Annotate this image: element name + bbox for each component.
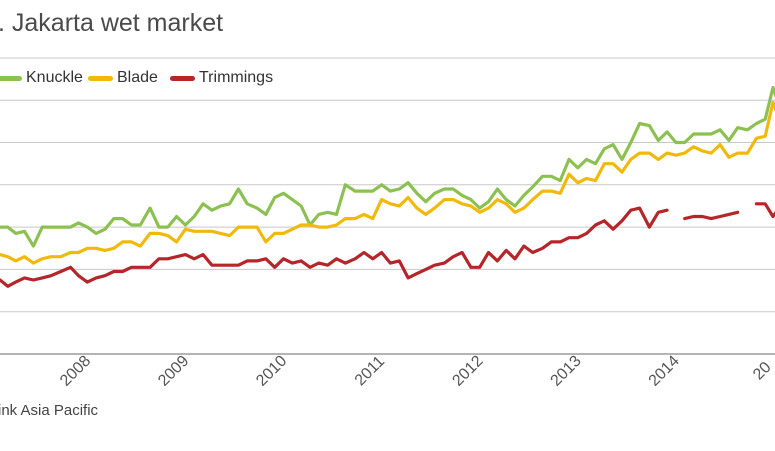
x-tick-labels: 2008 2009 2010 2011 2012 2013 2014 20: [57, 352, 775, 389]
legend-label-trimmings: Trimmings: [199, 69, 274, 86]
gridlines: [0, 57, 775, 313]
series-lines: [0, 85, 775, 288]
x-tick-label: 2011: [352, 353, 388, 389]
legend-item-blade: Blade: [88, 69, 158, 87]
x-tick-label: 20: [750, 359, 775, 384]
chart-title: . Jakarta wet market: [0, 9, 224, 37]
series-line-blade: [0, 100, 775, 265]
legend-swatch-blade: [88, 75, 113, 81]
x-tick-label: 2013: [548, 352, 585, 389]
legend-label-blade: Blade: [117, 69, 158, 86]
source-note: ink Asia Pacific: [0, 402, 99, 419]
series-line-trimmings: [0, 202, 775, 288]
legend-item-trimmings: Trimmings: [170, 69, 273, 87]
legend-swatch-trimmings: [170, 75, 195, 81]
x-tick-label: 2008: [57, 352, 94, 389]
x-tick-label: 2010: [253, 352, 290, 389]
legend-swatch-knuckle: [0, 75, 22, 81]
x-tick-label: 2014: [646, 352, 683, 389]
series-line-knuckle: [0, 85, 775, 248]
x-tick-label: 2012: [449, 352, 486, 389]
legend-label-knuckle: Knuckle: [26, 69, 83, 86]
x-tick-label: 2009: [155, 352, 192, 389]
legend-item-knuckle: Knuckle: [0, 69, 83, 87]
